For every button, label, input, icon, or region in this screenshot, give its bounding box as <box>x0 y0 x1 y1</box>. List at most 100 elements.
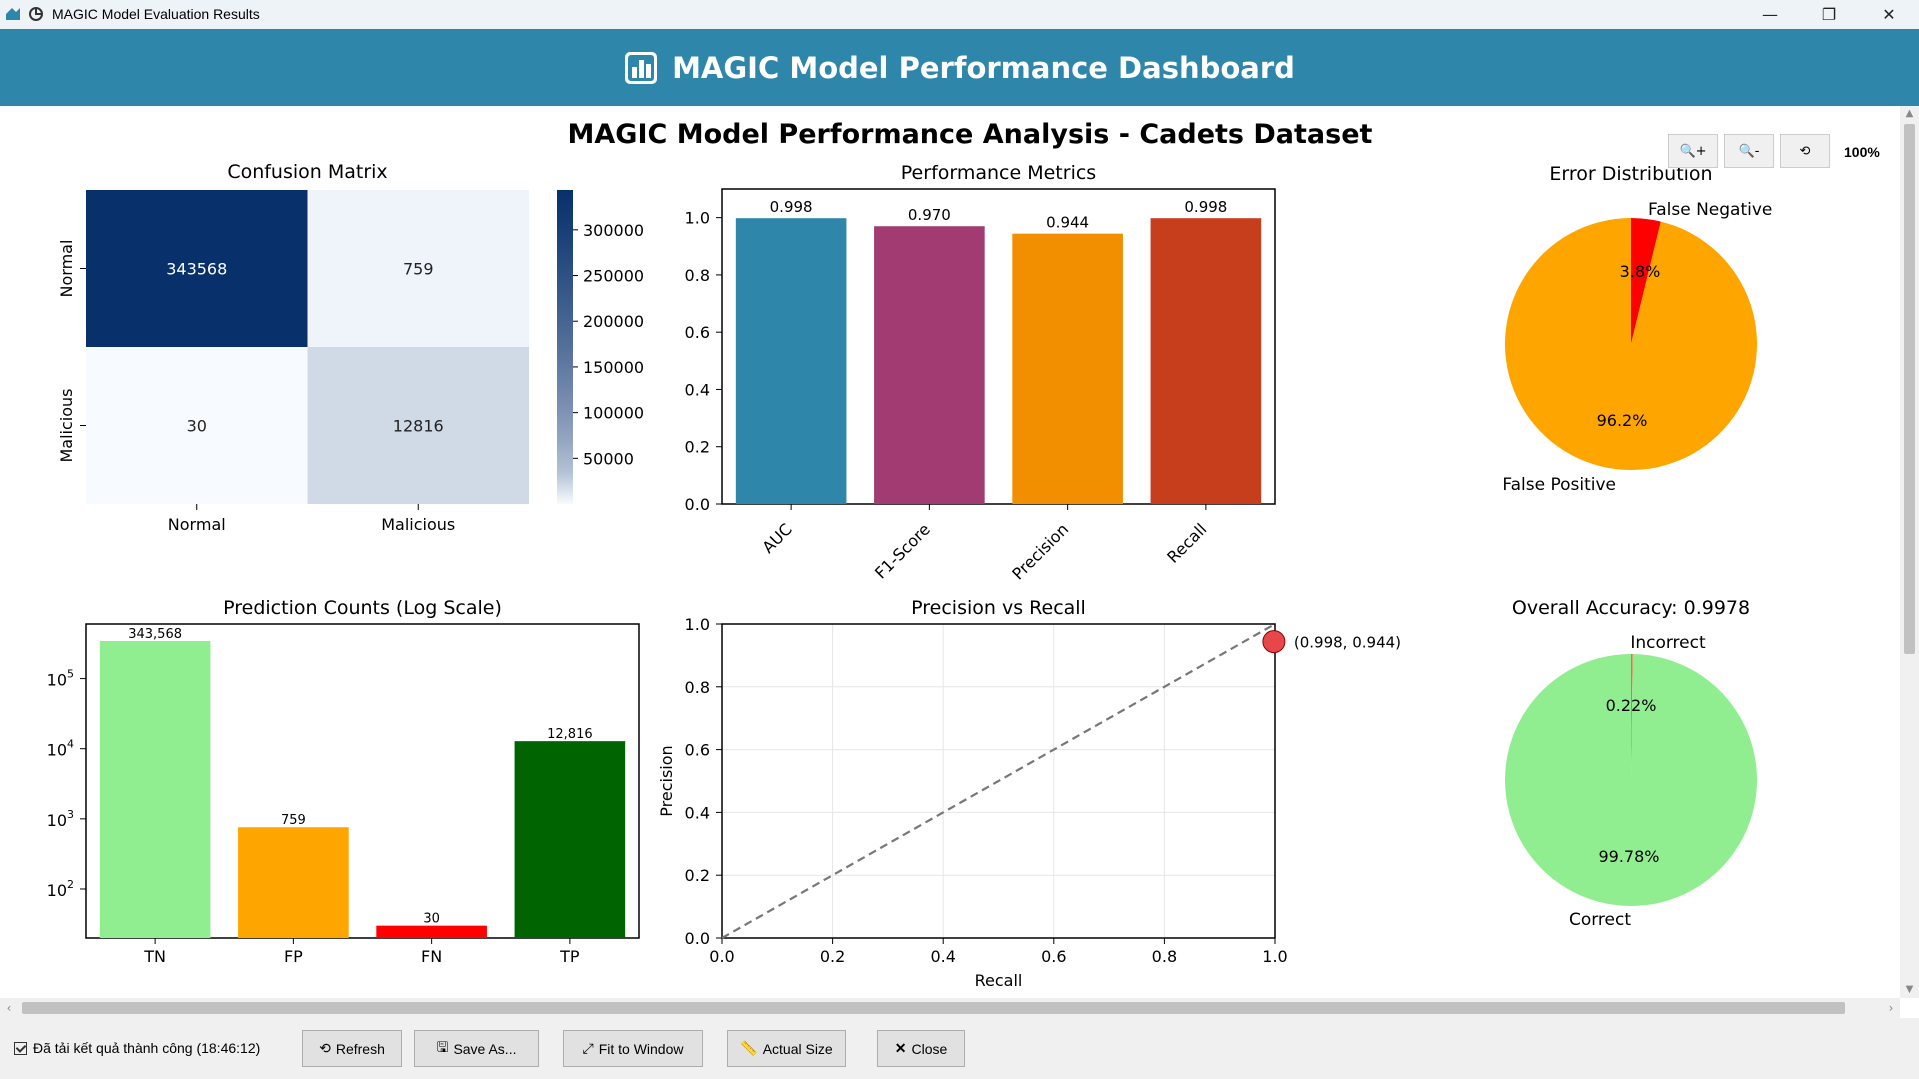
pr-ytick-label-3: 0.6 <box>685 741 710 760</box>
minimize-button[interactable]: — <box>1747 0 1793 29</box>
cm-colorbar-label-0: 300000 <box>583 221 644 240</box>
reset-icon: ⟲ <box>1799 143 1811 159</box>
refresh-icon: ⟲ <box>319 1040 331 1056</box>
zoom-out-button[interactable]: 🔍- <box>1724 134 1774 168</box>
pc-bar-1 <box>238 827 349 938</box>
pc-title: Prediction Counts (Log Scale) <box>223 597 502 619</box>
close-x-icon: ✕ <box>894 1040 907 1056</box>
pc-bar-label-3: 12,816 <box>547 727 593 742</box>
cm-row-label-1: Malicious <box>57 388 76 462</box>
oa-slice-0 <box>1631 654 1633 780</box>
error-distribution-chart: Error Distribution False Negative 3.8% Fals… <box>1502 163 1772 495</box>
performance-metrics-chart: Performance Metrics 0.998 AUC 0.970 F1-Score… <box>685 162 1276 584</box>
cm-cell-0-1 <box>307 190 529 347</box>
close-button[interactable]: ✕ Close <box>877 1030 965 1067</box>
horizontal-scrollbar[interactable]: ‹ › <box>0 998 1900 1018</box>
oa-pct-1: 99.78% <box>1598 847 1659 866</box>
cm-col-label-1: Malicious <box>381 515 455 534</box>
pc-ytick-label-2: 104 <box>47 738 74 760</box>
cm-colorbar-label-2: 200000 <box>583 312 644 331</box>
pr-xtick-label-4: 0.8 <box>1152 947 1177 966</box>
dashboard-header: MAGIC Model Performance Dashboard <box>0 29 1919 106</box>
maximize-button[interactable]: ❐ <box>1806 0 1852 29</box>
pc-bar-label-0: 343,568 <box>128 627 182 642</box>
pr-point-label-0: (0.998, 0.944) <box>1294 634 1401 652</box>
python-feather-icon <box>29 7 43 21</box>
bottom-toolbar: Đã tải kết quả thành công (18:46:12) ⟲ Re… <box>0 1018 1919 1079</box>
pr-title: Precision vs Recall <box>911 597 1086 619</box>
figure-canvas: MAGIC Model Performance Analysis - Cadet… <box>0 106 1900 998</box>
zoom-level: 100% <box>1844 144 1880 160</box>
close-icon: ✕ <box>1882 5 1896 24</box>
bar-chart-icon <box>625 51 658 84</box>
scroll-down-icon[interactable]: ▼ <box>1905 984 1914 995</box>
save-as-button[interactable]: 🖫 Save As... <box>414 1030 539 1067</box>
cm-row-label-0: Normal <box>57 240 76 298</box>
pm-xtick-label-2: Precision <box>1008 520 1072 584</box>
scroll-left-icon[interactable]: ‹ <box>6 1001 12 1015</box>
oa-pct-0: 0.22% <box>1606 696 1657 715</box>
vertical-scroll-thumb[interactable] <box>1904 124 1915 654</box>
fit-to-window-button[interactable]: ⤢ Fit to Window <box>563 1030 703 1067</box>
close-label: Close <box>911 1040 948 1057</box>
pm-ytick-label-3: 0.6 <box>685 323 710 342</box>
ruler-icon: 📏 <box>740 1040 758 1056</box>
pc-ytick-label-3: 105 <box>47 668 74 690</box>
pm-xtick-label-3: Recall <box>1163 520 1210 567</box>
restore-icon: ❐ <box>1821 5 1837 24</box>
pm-ytick-label-2: 0.4 <box>685 380 710 399</box>
pr-xtick-label-1: 0.2 <box>820 947 845 966</box>
pc-ytick-exp-0: 2 <box>67 878 74 891</box>
pr-xtick-label-2: 0.4 <box>930 947 955 966</box>
cm-colorbar <box>557 190 573 504</box>
cm-colorbar-label-3: 150000 <box>583 358 644 377</box>
pc-xtick-label-2: FN <box>421 947 442 966</box>
ed-label-0: False Negative <box>1648 200 1772 220</box>
actual-size-label: Actual Size <box>762 1040 833 1057</box>
pr-reference-line <box>721 623 1276 939</box>
zoom-in-icon: 🔍+ <box>1679 143 1707 159</box>
app-icon <box>6 8 20 20</box>
vertical-scrollbar[interactable]: ▲ ▼ <box>1900 106 1919 998</box>
close-window-button[interactable]: ✕ <box>1866 0 1912 29</box>
cm-title: Confusion Matrix <box>227 161 387 183</box>
status-bar: Đã tải kết quả thành công (18:46:12) <box>14 1040 260 1056</box>
horizontal-scroll-thumb[interactable] <box>22 1002 1845 1014</box>
pm-title: Performance Metrics <box>901 162 1096 184</box>
oa-label-0: Incorrect <box>1630 633 1706 653</box>
refresh-button[interactable]: ⟲ Refresh <box>302 1030 402 1067</box>
pc-bar-0 <box>99 640 211 938</box>
ed-title: Error Distribution <box>1549 163 1712 185</box>
pc-xtick-label-0: TN <box>143 947 166 966</box>
pc-bar-3 <box>514 741 626 938</box>
window-title: MAGIC Model Evaluation Results <box>52 6 260 22</box>
zoom-reset-button[interactable]: ⟲ <box>1780 134 1830 168</box>
ed-label-1: False Positive <box>1502 475 1616 495</box>
window-titlebar: MAGIC Model Evaluation Results — ❐ ✕ <box>0 0 1919 29</box>
pm-ytick-label-1: 0.2 <box>685 438 710 457</box>
cm-col-label-0: Normal <box>168 515 226 534</box>
scroll-right-icon[interactable]: › <box>1888 1001 1894 1015</box>
pc-frame <box>85 623 640 939</box>
pc-ytick-base-0: 10 <box>47 881 67 900</box>
cm-cell-1-0 <box>86 347 308 504</box>
pc-ytick-exp-3: 5 <box>67 668 74 681</box>
pm-bar-2 <box>1012 233 1123 504</box>
pc-ytick-exp-2: 4 <box>67 738 74 751</box>
zoom-in-button[interactable]: 🔍+ <box>1668 134 1718 168</box>
pr-point-0 <box>1262 630 1286 654</box>
pc-xtick-label-1: FP <box>284 947 303 966</box>
cm-cell-0-0 <box>86 190 308 347</box>
checkmark-icon <box>14 1041 27 1055</box>
scroll-up-icon[interactable]: ▲ <box>1905 108 1914 119</box>
precision-recall-chart: Precision vs Recall 0.0 0.2 0.4 0.6 0.8 1.0 0.0… <box>657 597 1401 990</box>
ed-pct-1: 96.2% <box>1597 411 1648 430</box>
actual-size-button[interactable]: 📏 Actual Size <box>727 1030 846 1067</box>
pm-bar-label-1: 0.970 <box>908 206 951 224</box>
pr-ytick-label-5: 1.0 <box>685 615 710 634</box>
pc-ytick-label-1: 103 <box>47 808 74 830</box>
pc-bar-label-1: 759 <box>281 813 306 828</box>
pm-frame <box>721 188 1276 505</box>
pc-ytick-base-1: 10 <box>47 811 67 830</box>
pc-bar-label-2: 30 <box>423 912 440 927</box>
